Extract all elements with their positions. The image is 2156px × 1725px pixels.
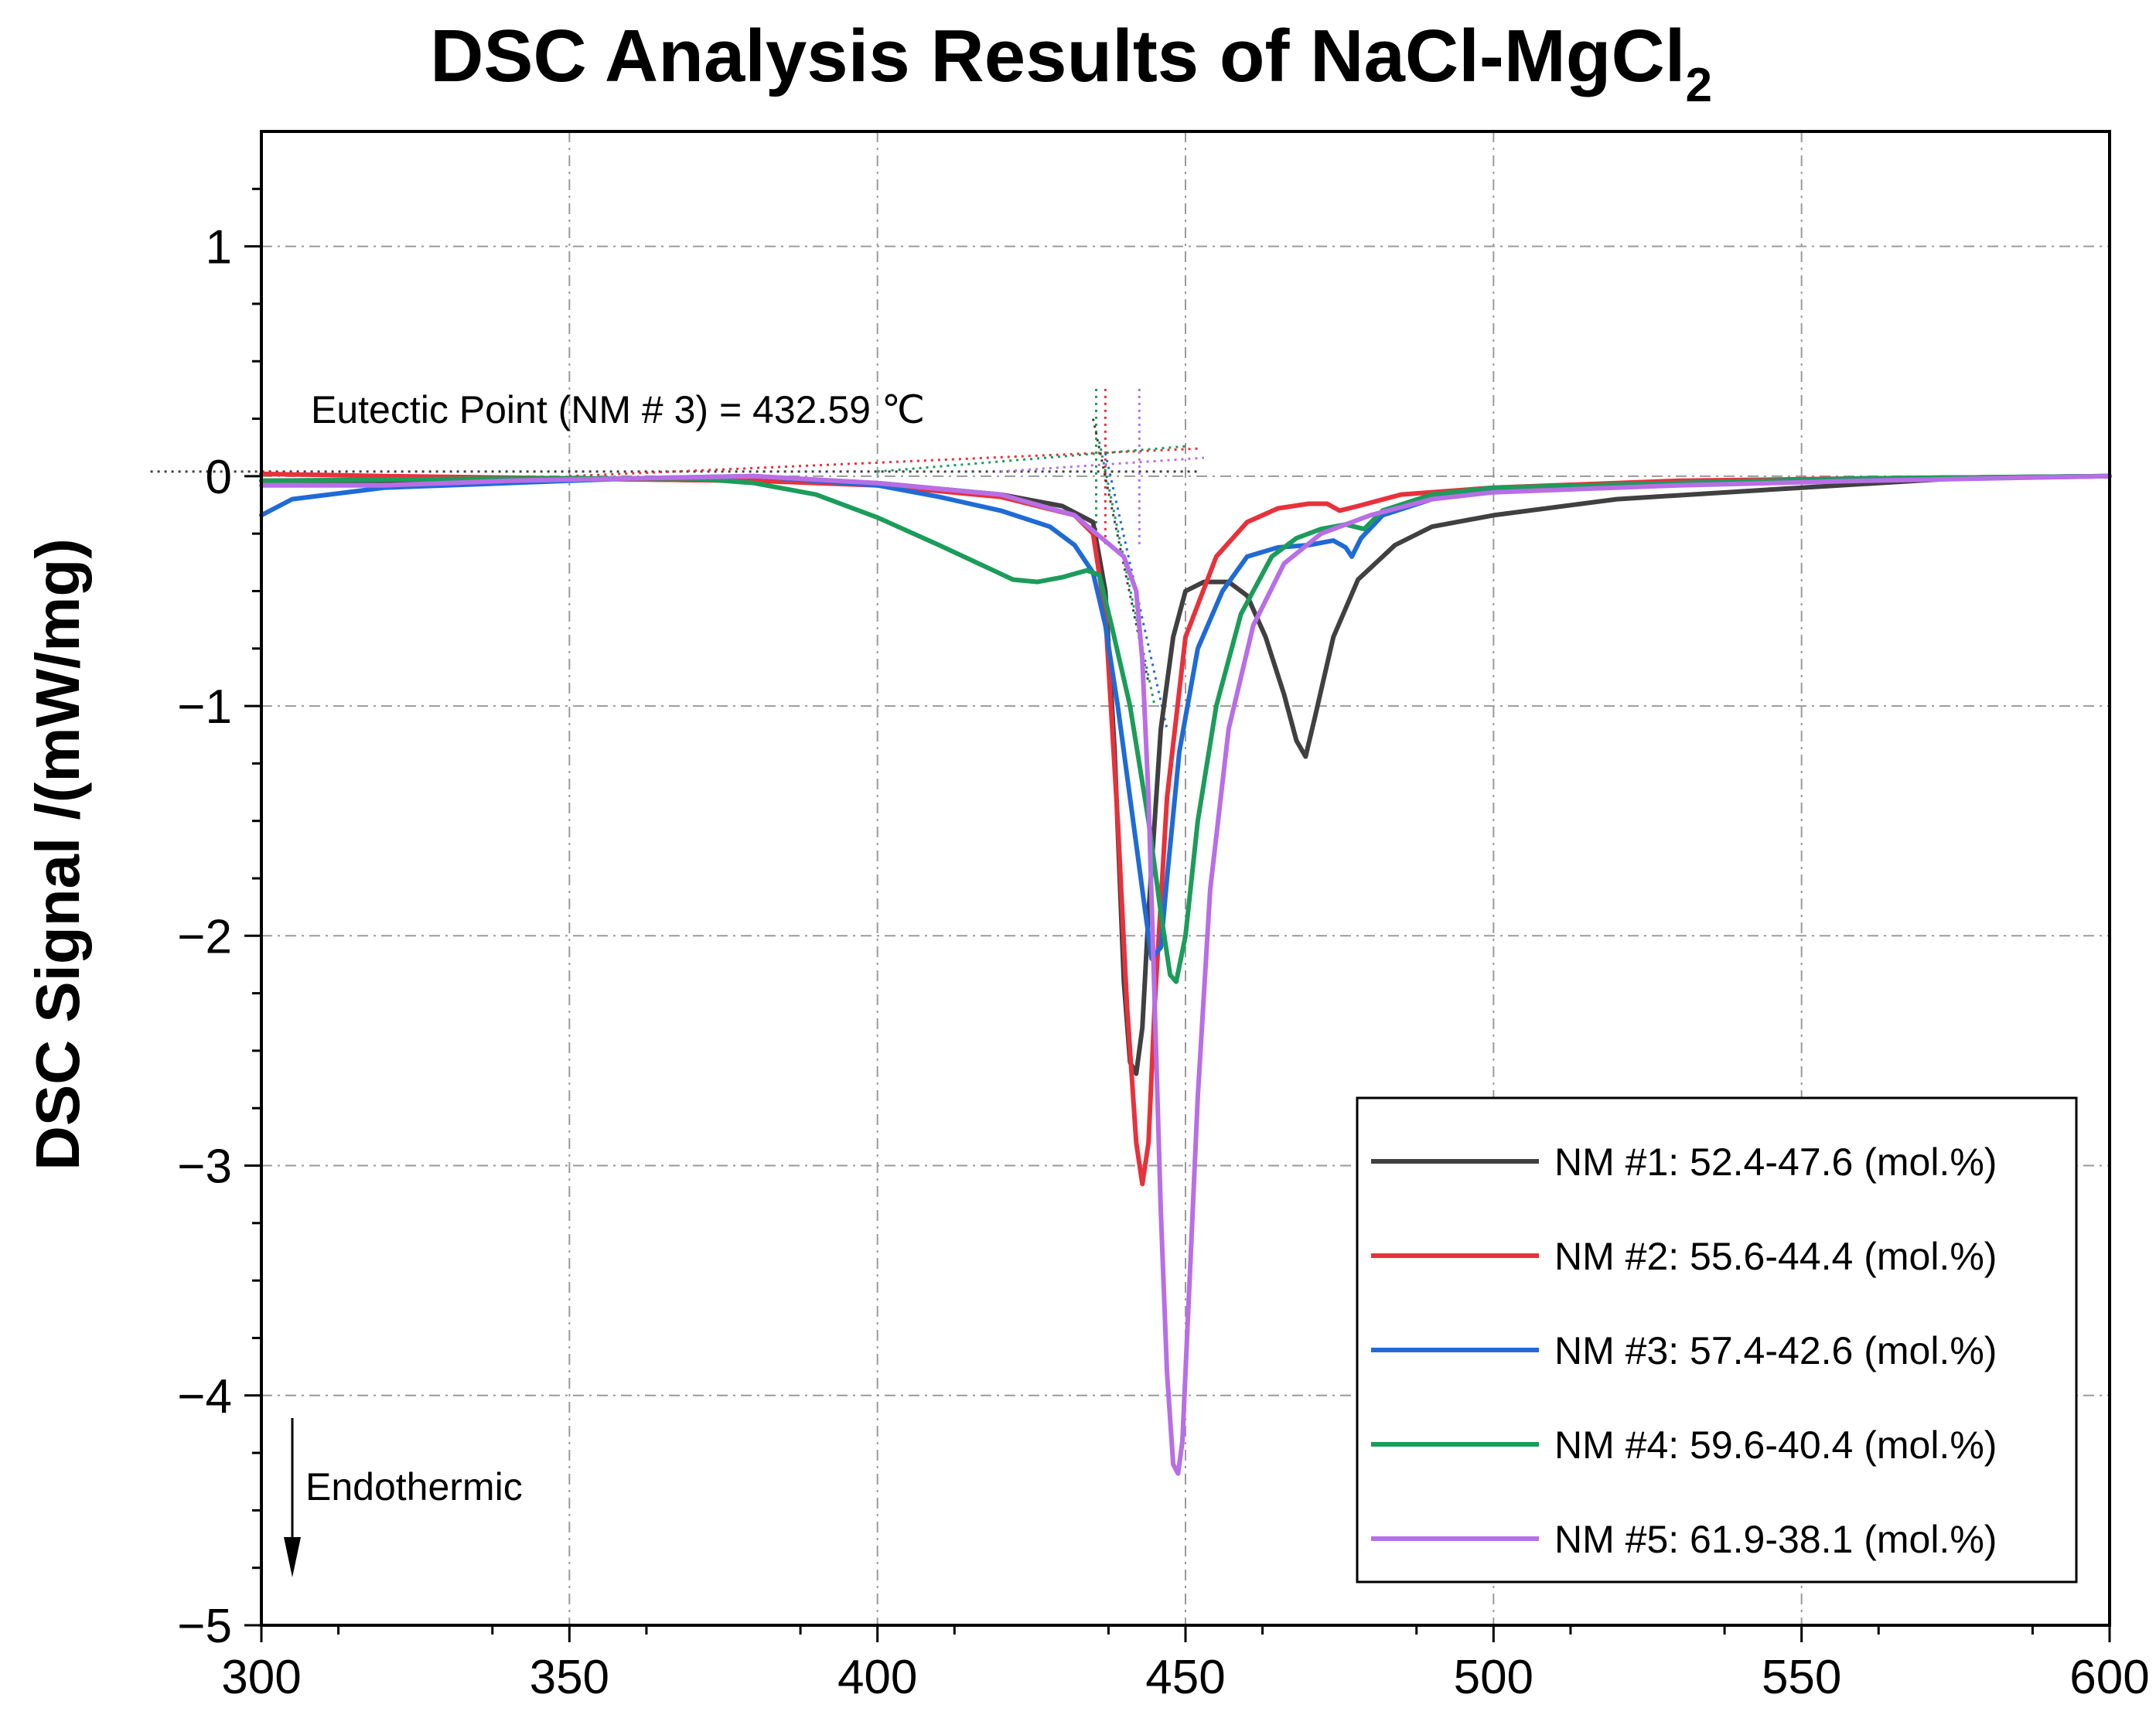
endothermic-arrow [284, 1418, 301, 1577]
x-tick-label-550: 550 [1762, 1651, 1841, 1704]
tick-labels: 300 350 400 450 500 550 600 1 0 −1 −2 −3 −4 −5 [177, 221, 2149, 1704]
y-tick-label-5: −4 [177, 1370, 232, 1423]
eutectic-annotation: Eutectic Point (NM # 3) = 432.59 ℃ [311, 388, 925, 431]
x-tick-label-450: 450 [1145, 1651, 1225, 1704]
onset-dotted-line-2 [877, 445, 1186, 473]
x-tick-label-500: 500 [1454, 1651, 1533, 1704]
axis-ticks [244, 187, 2111, 1642]
onset-construction-lines [150, 388, 1205, 730]
chart-title-subscript: 2 [1685, 59, 1711, 112]
chart-title: DSC Analysis Results of NaCl-MgCl2 [430, 15, 1712, 112]
y-tick-label-4: −3 [177, 1140, 232, 1194]
x-tick-label-600: 600 [2069, 1651, 2149, 1704]
legend-label-nm2: NM #2: 55.6-44.4 (mol.%) [1554, 1235, 1997, 1278]
legend-label-nm1: NM #1: 52.4-47.6 (mol.%) [1554, 1140, 1997, 1184]
legend-label-nm3: NM #3: 57.4-42.6 (mol.%) [1554, 1329, 1997, 1372]
legend-label-nm4: NM #4: 59.6-40.4 (mol.%) [1554, 1423, 1997, 1467]
series-lines [259, 471, 2112, 1476]
series-line-nm1 [259, 473, 2112, 1076]
y-tick-label-1: 0 [206, 451, 232, 504]
legend-box [1356, 1096, 2078, 1584]
x-tick-label-400: 400 [837, 1651, 917, 1704]
chart-title-main: DSC Analysis Results of NaCl-MgCl [430, 15, 1685, 97]
y-tick-label-0: 1 [206, 221, 232, 274]
y-tick-label-2: −1 [177, 680, 232, 734]
x-tick-label-300: 300 [221, 1651, 301, 1704]
series-line-nm4 [259, 473, 2112, 984]
legend-label-nm5: NM #5: 61.9-38.1 (mol.%) [1554, 1518, 1997, 1561]
series-line-nm5 [259, 473, 2112, 1476]
endothermic-arrow-head [284, 1537, 301, 1577]
x-tick-label-350: 350 [530, 1651, 609, 1704]
y-axis-label: DSC Signal /(mW/mg) [23, 538, 92, 1171]
endothermic-label: Endothermic [305, 1465, 523, 1509]
y-tick-label-3: −2 [177, 910, 232, 963]
y-tick-label-6: −5 [177, 1600, 232, 1653]
legend: NM #1: 52.4-47.6 (mol.%) NM #2: 55.6-44.4… [1356, 1096, 2078, 1584]
